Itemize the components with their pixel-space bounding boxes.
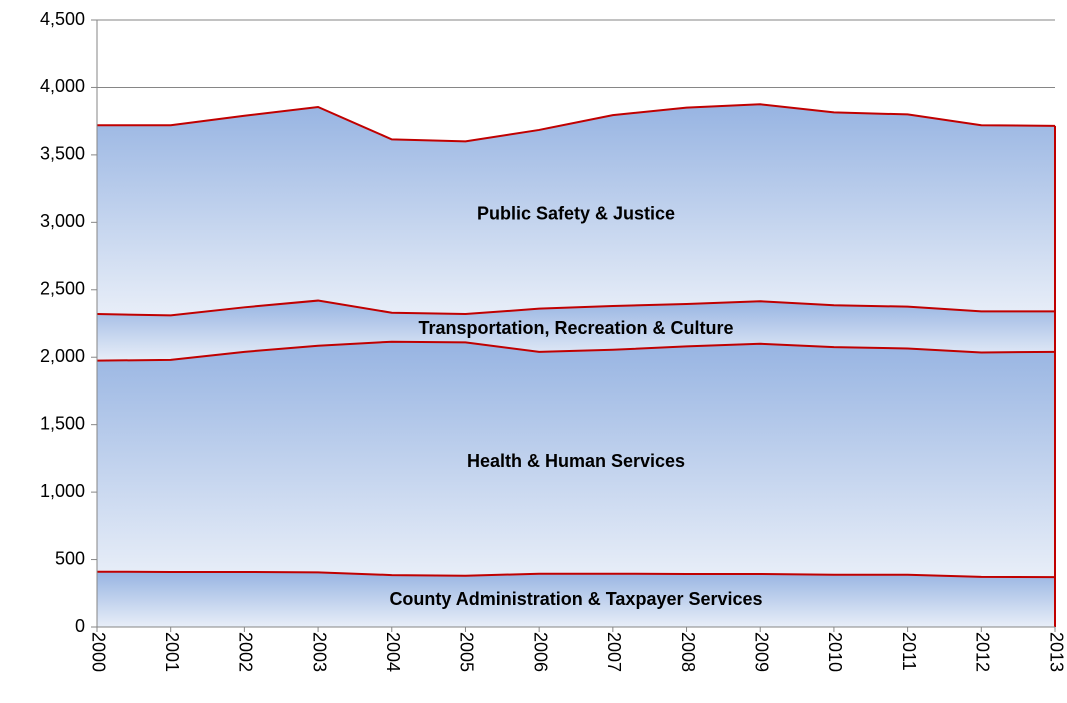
x-tick-label: 2004 xyxy=(383,632,403,672)
area xyxy=(97,104,1055,316)
x-tick-label: 2008 xyxy=(678,632,698,672)
area-label: Health & Human Services xyxy=(467,451,685,471)
x-tick-label: 2009 xyxy=(751,632,771,672)
y-tick-label: 1,500 xyxy=(40,413,85,433)
area-line xyxy=(97,103,1056,143)
y-tick-label: 2,500 xyxy=(40,279,85,299)
y-tick-label: 4,000 xyxy=(40,76,85,96)
x-tick-label: 2006 xyxy=(530,632,550,672)
x-tick-label: 2003 xyxy=(309,632,329,672)
y-tick-label: 0 xyxy=(75,616,85,636)
x-tick-label: 2010 xyxy=(825,632,845,672)
y-tick-label: 3,000 xyxy=(40,211,85,231)
y-tick-label: 2,000 xyxy=(40,346,85,366)
area-line xyxy=(96,340,1056,362)
x-tick-label: 2007 xyxy=(604,632,624,672)
y-tick-label: 1,000 xyxy=(40,481,85,501)
x-tick-label: 2013 xyxy=(1046,632,1066,672)
y-tick-label: 4,500 xyxy=(40,9,85,29)
area xyxy=(97,571,1055,627)
y-tick-label: 3,500 xyxy=(40,144,85,164)
x-tick-label: 2000 xyxy=(88,632,108,672)
area-label: Public Safety & Justice xyxy=(477,204,675,224)
x-tick-label: 2011 xyxy=(899,632,919,671)
area-line xyxy=(96,299,1055,317)
x-tick-label: 2002 xyxy=(236,632,256,672)
x-tick-label: 2012 xyxy=(973,632,993,672)
area-line xyxy=(96,570,1056,579)
area-label: Transportation, Recreation & Culture xyxy=(418,318,733,338)
area-label: County Administration & Taxpayer Service… xyxy=(389,589,762,609)
x-tick-label: 2001 xyxy=(162,632,182,672)
area xyxy=(97,341,1055,578)
y-tick-label: 500 xyxy=(55,548,85,568)
x-tick-label: 2005 xyxy=(457,632,477,672)
